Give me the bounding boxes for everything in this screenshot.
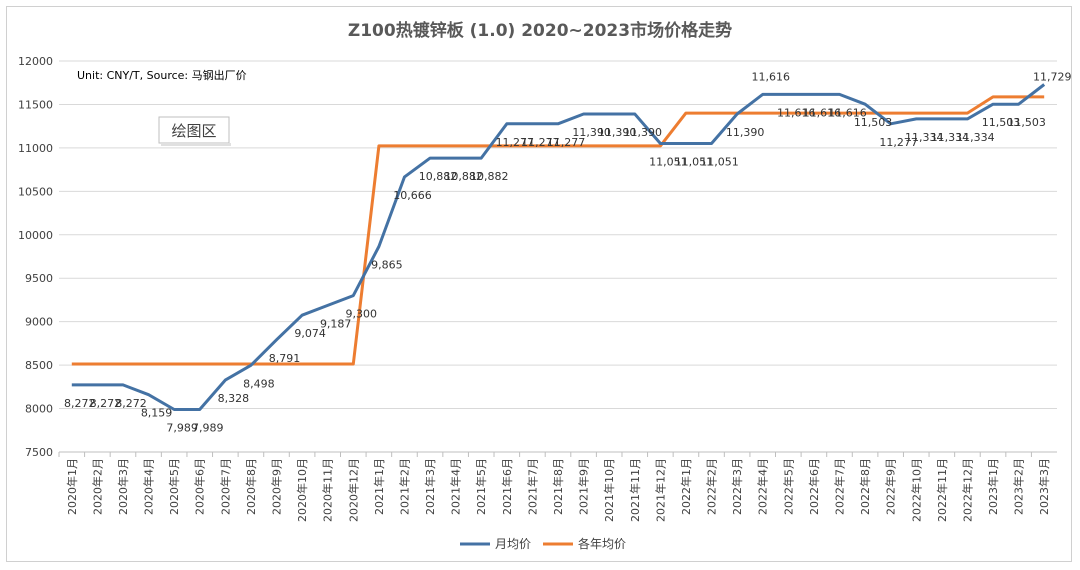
x-tick-label-37: 2023年2月: [1012, 458, 1026, 515]
x-tick-label-30: 2022年7月: [832, 458, 846, 515]
x-tick-label-17: 2021年6月: [500, 458, 514, 515]
chart-svg: Z100热镀锌板 (1.0) 2020~2023市场价格走势 Unit: CNY…: [18, 20, 1072, 551]
unit-source-note: Unit: CNY/T, Source: 马钢出厂价: [77, 68, 247, 82]
y-tick-label-0: 7500: [25, 446, 53, 459]
data-label-4: 7,989: [166, 422, 198, 435]
data-label-21: 11,390: [598, 126, 637, 139]
data-label-10: 9,187: [320, 317, 352, 330]
x-tick-label-3: 2020年4月: [142, 458, 156, 515]
x-tick-label-11: 2020年12月: [346, 458, 360, 522]
data-label-38: 11,729: [1033, 71, 1072, 84]
data-label-27: 11,616: [751, 70, 790, 83]
x-tick-label-24: 2022年1月: [679, 458, 693, 515]
y-tick-label-2: 8500: [25, 359, 53, 372]
legend-label-monthly: 月均价: [495, 537, 531, 551]
x-tick-label-0: 2020年1月: [65, 458, 79, 515]
x-tick-label-5: 2020年6月: [193, 458, 207, 515]
x-tick-label-12: 2021年1月: [372, 458, 386, 515]
data-label-19: 11,277: [547, 136, 586, 149]
data-label-1: 8,272: [90, 397, 122, 410]
data-label-13: 10,666: [393, 189, 432, 202]
data-label-15: 10,882: [444, 170, 483, 183]
x-tick-label-4: 2020年5月: [167, 458, 181, 515]
x-tick-label-7: 2020年8月: [244, 458, 258, 515]
x-tick-label-18: 2021年7月: [525, 458, 539, 515]
data-label-31: 11,503: [854, 116, 893, 129]
data-label-18: 11,277: [521, 136, 560, 149]
data-label-6: 8,328: [218, 392, 250, 405]
x-tick-label-32: 2022年9月: [884, 458, 898, 515]
data-label-32: 11,277: [879, 136, 918, 149]
data-label-24: 11,051: [675, 155, 714, 168]
data-label-16: 10,882: [470, 170, 509, 183]
x-tick-label-31: 2022年8月: [858, 458, 872, 515]
data-label-30: 11,616: [828, 106, 867, 119]
data-label-29: 11,616: [803, 106, 842, 119]
x-tick-label-6: 2020年7月: [218, 458, 232, 515]
data-label-34: 11,334: [931, 131, 970, 144]
data-label-35: 11,334: [956, 131, 995, 144]
data-label-23: 11,051: [649, 155, 688, 168]
x-tick-label-10: 2020年11月: [321, 458, 335, 522]
y-tick-label-3: 9000: [25, 316, 53, 329]
x-tick-label-13: 2021年2月: [397, 458, 411, 515]
x-tick-label-27: 2022年4月: [756, 458, 770, 515]
data-label-25: 11,051: [700, 155, 739, 168]
data-label-0: 8,272: [64, 397, 96, 410]
series-line-yearly-average: [71, 95, 1045, 366]
x-tick-label-2: 2020年3月: [116, 458, 130, 515]
x-tick-label-16: 2021年5月: [474, 458, 488, 515]
data-label-7: 8,498: [243, 377, 275, 390]
data-label-33: 11,334: [905, 131, 944, 144]
x-tick-label-8: 2020年9月: [270, 458, 284, 515]
legend: 月均价 各年均价: [460, 536, 626, 551]
plot-area-tooltip-text: 绘图区: [171, 122, 216, 140]
data-label-3: 8,159: [141, 407, 173, 420]
x-tick-label-19: 2021年8月: [551, 458, 565, 515]
x-tick-label-25: 2022年2月: [705, 458, 719, 515]
legend-label-yearly: 各年均价: [578, 536, 626, 551]
plot-area-tooltip: 绘图区: [158, 116, 231, 146]
x-tick-label-28: 2022年5月: [781, 458, 795, 515]
chart-title: Z100热镀锌板 (1.0) 2020~2023市场价格走势: [348, 20, 732, 41]
y-tick-label-4: 9500: [25, 272, 53, 285]
chart-frame: Z100热镀锌板 (1.0) 2020~2023市场价格走势 Unit: CNY…: [6, 6, 1072, 562]
data-label-37: 11,503: [1007, 116, 1046, 129]
y-tick-label-9: 12000: [18, 55, 53, 68]
series-line-monthly-average: [71, 83, 1046, 411]
x-tick-label-23: 2021年12月: [653, 458, 667, 522]
data-label-20: 11,390: [572, 126, 611, 139]
data-label-22: 11,390: [624, 126, 663, 139]
x-tick-label-26: 2022年3月: [730, 458, 744, 515]
y-tick-label-6: 10500: [18, 185, 53, 198]
data-label-2: 8,272: [115, 397, 147, 410]
data-label-36: 11,503: [982, 116, 1021, 129]
x-tick-label-21: 2021年10月: [602, 458, 616, 522]
data-label-12: 9,865: [371, 259, 403, 272]
x-tick-label-1: 2020年2月: [90, 458, 104, 515]
data-label-11: 9,300: [346, 308, 378, 321]
y-tick-label-1: 8000: [25, 403, 53, 416]
x-tick-label-29: 2022年6月: [807, 458, 821, 515]
data-label-28: 11,616: [777, 106, 816, 119]
x-tick-label-15: 2021年4月: [449, 458, 463, 515]
x-tick-label-20: 2021年9月: [577, 458, 591, 515]
data-label-8: 8,791: [269, 352, 301, 365]
data-label-26: 11,390: [726, 126, 765, 139]
y-tick-label-8: 11500: [18, 98, 53, 111]
data-label-5: 7,989: [192, 422, 224, 435]
x-tick-label-36: 2023年1月: [986, 458, 1000, 515]
data-label-17: 11,277: [496, 136, 535, 149]
x-tick-label-38: 2023年3月: [1037, 458, 1051, 515]
x-tick-label-34: 2022年11月: [935, 458, 949, 522]
x-tick-label-14: 2021年3月: [423, 458, 437, 515]
x-tick-label-35: 2022年12月: [960, 458, 974, 522]
data-label-9: 9,074: [294, 327, 326, 340]
x-tick-label-9: 2020年10月: [295, 458, 309, 522]
data-label-14: 10,882: [419, 170, 458, 183]
x-tick-label-33: 2022年10月: [909, 458, 923, 522]
y-tick-label-7: 11000: [18, 142, 53, 155]
y-tick-label-5: 10000: [18, 229, 53, 242]
x-tick-label-22: 2021年11月: [628, 458, 642, 522]
